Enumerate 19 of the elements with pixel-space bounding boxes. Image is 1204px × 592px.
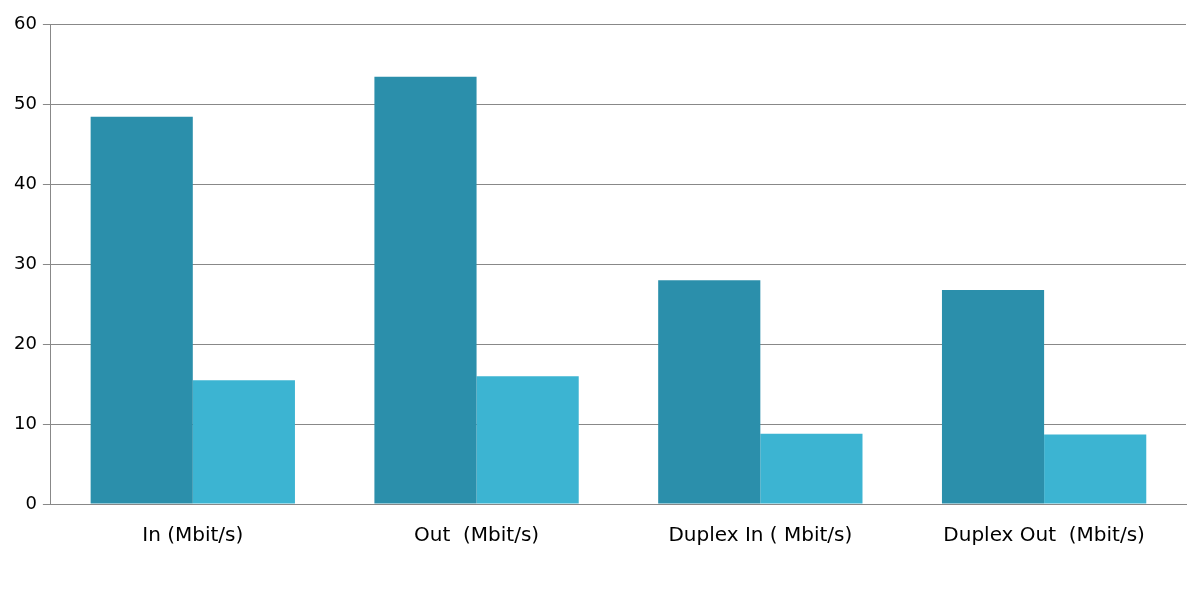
x-tick-label: Duplex In ( Mbit/s) [668,522,853,547]
x-tick-label: In (Mbit/s) [142,522,244,547]
y-tick-label: 10 [14,411,37,433]
y-tick-label: 40 [14,172,37,194]
bar [1044,434,1147,504]
y-tick-label: 30 [14,252,37,274]
bar [760,433,863,504]
bar [941,289,1045,504]
x-tick-label: Duplex Out (Mbit/s) [943,522,1145,547]
y-tick-label: 60 [14,12,37,34]
bar [658,280,761,504]
x-tick-label: Out (Mbit/s) [414,522,540,547]
bar [90,116,193,504]
bar [374,76,477,504]
bar [192,380,295,504]
bar [476,376,579,504]
y-tick-label: 20 [14,331,37,353]
y-tick-label: 0 [25,491,37,513]
y-tick-label: 50 [14,92,37,114]
